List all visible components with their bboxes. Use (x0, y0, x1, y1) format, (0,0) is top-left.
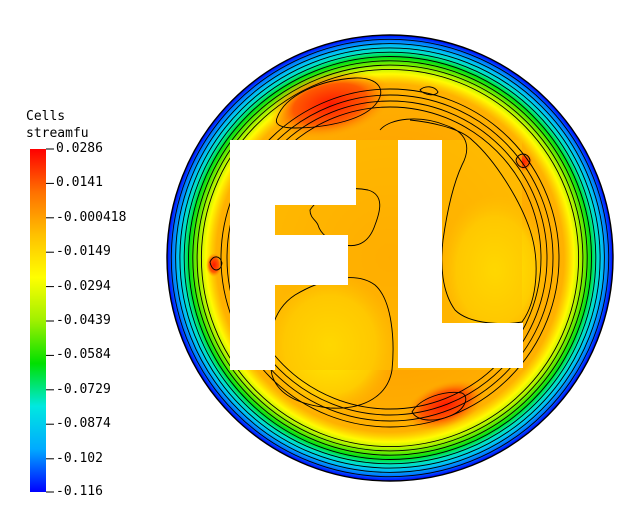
colorbar (30, 148, 54, 493)
ring-contour (188, 56, 592, 460)
ring-contour (166, 34, 614, 482)
colorbar-tick-label: -0.0439 (56, 313, 111, 328)
ring-contour (170, 38, 610, 478)
hotspot-left-edge (206, 253, 222, 277)
legend-title-line2: streamfu (26, 126, 89, 141)
interior-contours (209, 77, 537, 421)
contour-right-edge (515, 153, 531, 168)
hotspot-top (268, 70, 392, 138)
ring-contour (175, 43, 605, 473)
colorbar-tick-label: -0.0149 (56, 244, 111, 260)
colorbar-tick-label: -0.0584 (56, 347, 111, 363)
colorbar-ticks (46, 148, 54, 493)
colorbar-tick-label: -0.0294 (56, 278, 111, 294)
ring-contour (200, 68, 580, 448)
colorbar-tick-label: -0.0874 (56, 416, 111, 432)
contour-center-teardrop (309, 188, 381, 247)
contour-left-small (209, 256, 223, 271)
contour-top-right-small (419, 86, 439, 96)
contour-bottom-right (411, 391, 467, 421)
obstacle-letter-l (398, 140, 523, 368)
contour-right-large (379, 118, 537, 325)
obstacle-letter-f (230, 140, 356, 370)
ring-contour (220, 88, 560, 428)
contour-top-hotspot (275, 77, 382, 129)
contour-center-large (269, 277, 394, 409)
ring-contours (166, 34, 614, 482)
obstacle-letters (230, 140, 523, 370)
ring-contour (196, 64, 584, 452)
legend-title-line1: Cells (26, 109, 66, 124)
ring-contour (179, 47, 601, 469)
colorbar-tick-label: -0.000418 (56, 209, 127, 225)
colorbar-strip (30, 149, 46, 492)
ring-contour (183, 51, 597, 465)
colorbar-tick-label: 0.0286 (56, 141, 103, 156)
colorbar-tick-label: -0.102 (56, 450, 103, 466)
ring-contour (192, 60, 588, 456)
colorbar-tick-label: -0.116 (56, 484, 103, 499)
colorbar-tick-label: -0.0729 (56, 381, 111, 397)
ring-contour (226, 94, 554, 422)
colorbar-tick-label: 0.0141 (56, 175, 103, 191)
